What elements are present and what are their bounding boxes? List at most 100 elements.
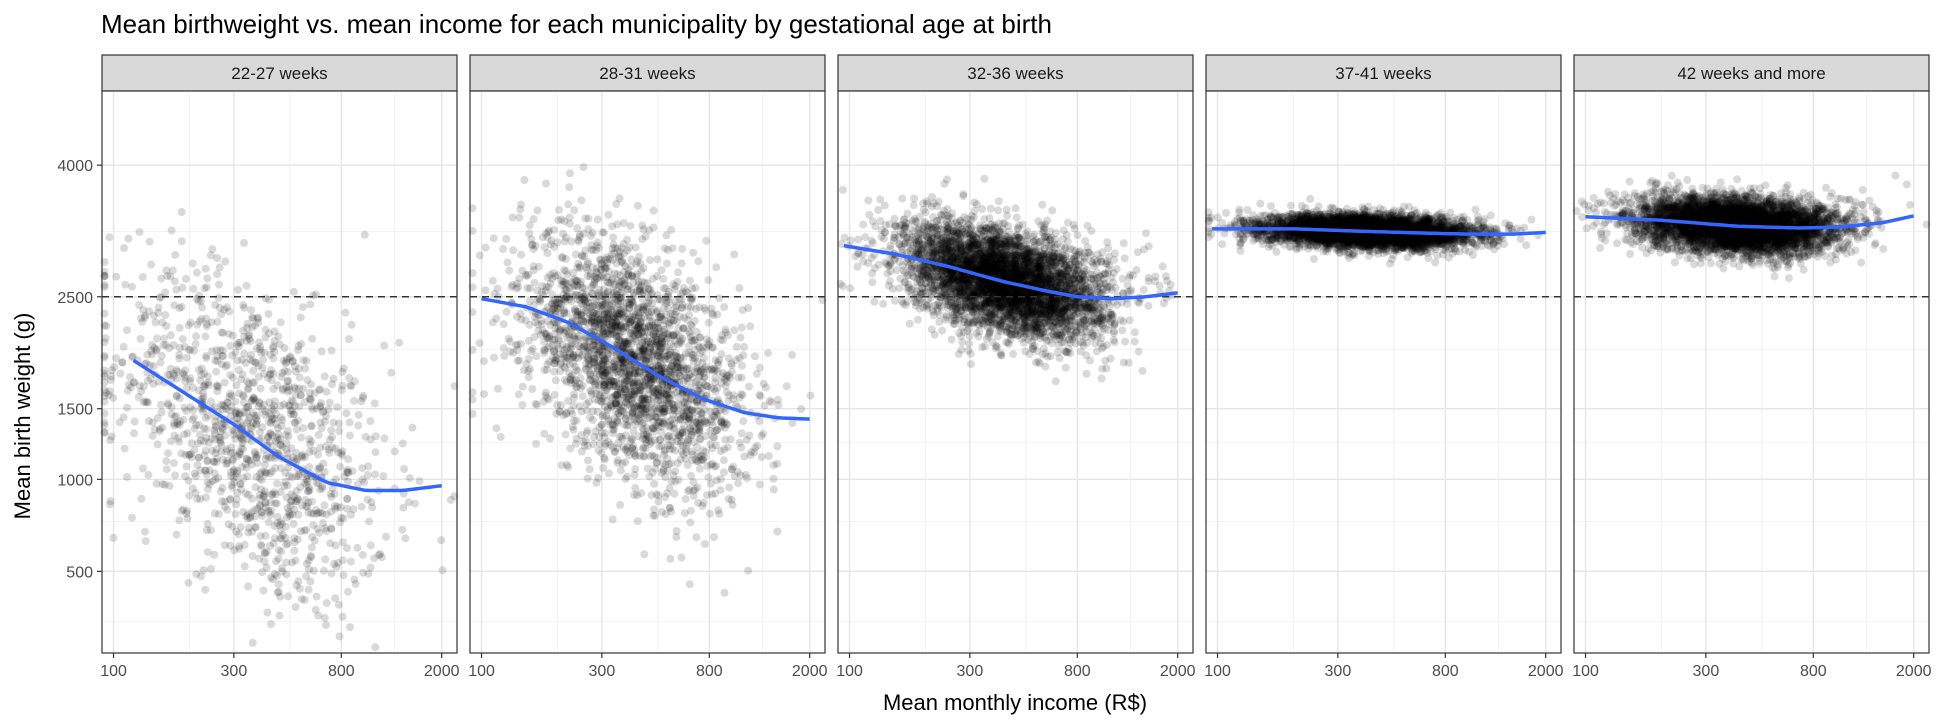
data-point [157, 274, 166, 283]
data-point [345, 374, 354, 382]
data-point [524, 336, 533, 345]
data-point [188, 259, 197, 268]
data-point [578, 289, 587, 298]
data-point [533, 206, 542, 215]
data-point [721, 423, 729, 432]
data-point [868, 278, 877, 287]
data-point [577, 407, 586, 416]
data-point [788, 350, 797, 359]
data-point [269, 539, 278, 548]
data-point [199, 566, 208, 575]
data-point [297, 339, 306, 348]
data-point [647, 400, 656, 409]
data-point [566, 406, 575, 415]
data-point [630, 490, 639, 499]
data-point [267, 411, 276, 420]
data-point [707, 304, 716, 313]
data-point [155, 425, 164, 434]
data-point [576, 280, 585, 289]
data-point [524, 355, 533, 363]
data-point [186, 346, 195, 355]
data-point [400, 465, 409, 473]
data-point [616, 355, 625, 364]
data-point [715, 294, 724, 303]
data-point [175, 323, 184, 332]
data-point [177, 449, 186, 458]
data-point [616, 500, 625, 509]
data-point [633, 517, 642, 526]
data-point [549, 268, 558, 277]
data-point [1130, 328, 1139, 337]
data-point [289, 287, 298, 296]
data-point [269, 405, 278, 414]
data-point [109, 533, 118, 542]
data-point [577, 196, 586, 205]
data-point [307, 422, 316, 431]
data-point [124, 234, 133, 243]
data-point [551, 376, 560, 385]
data-point [565, 219, 574, 228]
facet-strip-label: 28-31 weeks [599, 64, 695, 83]
data-point [322, 412, 331, 420]
data-point [307, 543, 316, 552]
data-point [573, 224, 582, 233]
data-point [261, 460, 269, 469]
data-point [725, 483, 734, 492]
data-point [172, 530, 181, 539]
data-point [299, 303, 307, 312]
data-point [764, 349, 772, 358]
data-point [156, 358, 165, 367]
data-point [745, 431, 754, 440]
data-point [189, 284, 198, 293]
data-point [316, 403, 324, 412]
data-point [360, 230, 369, 239]
data-point [193, 494, 202, 503]
data-point [161, 288, 170, 297]
x-tick-label: 2000 [424, 663, 460, 680]
data-point [224, 329, 233, 338]
data-point [278, 442, 287, 451]
data-point [675, 433, 684, 442]
data-point [653, 453, 662, 462]
data-point [737, 323, 746, 332]
data-point [591, 296, 600, 305]
data-point [670, 489, 679, 498]
data-point [175, 516, 184, 525]
data-point [249, 366, 258, 375]
facet-strip-label: 22-27 weeks [231, 64, 327, 83]
data-point [167, 403, 176, 412]
data-point [539, 397, 548, 406]
data-point [806, 391, 815, 400]
data-point [261, 469, 270, 478]
data-point [307, 437, 316, 446]
data-point [320, 613, 329, 622]
data-point [354, 421, 363, 430]
data-point [588, 416, 597, 424]
data-point [494, 384, 502, 393]
data-point [211, 356, 220, 365]
data-point [345, 335, 353, 343]
data-point [291, 603, 300, 611]
data-point [219, 455, 227, 464]
data-point [612, 259, 621, 268]
data-point [106, 500, 114, 509]
data-point [262, 563, 271, 572]
data-point [475, 339, 484, 348]
data-point [210, 509, 219, 518]
data-point [239, 392, 248, 401]
data-point [769, 485, 778, 494]
data-point [675, 332, 684, 341]
data-point [651, 511, 660, 520]
data-point [258, 568, 267, 577]
data-point [136, 334, 145, 343]
data-point [631, 483, 640, 492]
data-point [303, 477, 312, 486]
data-point [710, 462, 719, 471]
data-point [239, 444, 248, 453]
data-point [797, 405, 806, 413]
data-point [268, 490, 277, 499]
data-point [153, 440, 162, 449]
data-point [287, 396, 296, 405]
